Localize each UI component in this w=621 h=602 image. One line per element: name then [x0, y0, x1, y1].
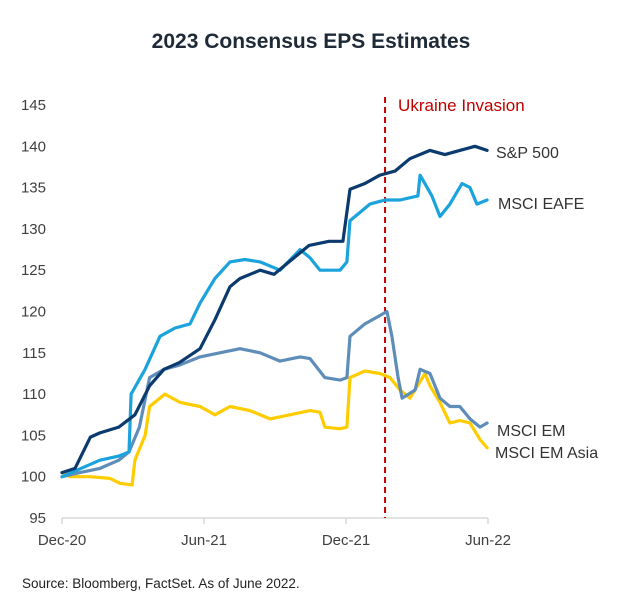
- y-tick-label: 145: [21, 97, 46, 114]
- chart-title: 2023 Consensus EPS Estimates: [152, 30, 471, 53]
- x-tick-label: Dec-21: [322, 532, 370, 549]
- source-note: Source: Bloomberg, FactSet. As of June 2…: [22, 576, 300, 591]
- x-axis: Dec-20 Jun-21 Dec-21 Jun-22: [38, 517, 511, 549]
- x-tick-label: Dec-20: [38, 532, 86, 549]
- series-group: [60, 144, 489, 487]
- series-line-msci-em-asia: [60, 369, 489, 487]
- series-line-msci-eafe: [60, 173, 489, 479]
- y-tick-label: 125: [21, 262, 46, 279]
- x-tick-label: Jun-21: [181, 532, 227, 549]
- y-tick-label: 100: [21, 469, 46, 486]
- y-tick-label: 110: [22, 386, 46, 403]
- y-tick-label: 105: [21, 427, 46, 444]
- annotations: Ukraine Invasion: [384, 96, 525, 518]
- y-tick-label: 140: [21, 138, 46, 155]
- y-tick-label: 95: [29, 510, 46, 527]
- y-tick-label: 120: [21, 304, 46, 321]
- series-label-msci-eafe: MSCI EAFE: [498, 196, 584, 213]
- y-tick-label: 135: [21, 180, 46, 197]
- y-tick-label: 130: [21, 221, 46, 238]
- y-tick-label: 115: [22, 345, 46, 362]
- x-tick-label: Jun-22: [465, 532, 511, 549]
- series-line-sp-500: [60, 144, 489, 475]
- series-label-sp500: S&P 500: [496, 145, 559, 162]
- y-axis: 95 100 105 110 115 120 125 130 135 140 145: [21, 97, 46, 527]
- series-label-msci-em-asia: MSCI EM Asia: [495, 445, 598, 462]
- ukraine-invasion-label: Ukraine Invasion: [398, 96, 525, 115]
- series-label-msci-em: MSCI EM: [497, 423, 565, 440]
